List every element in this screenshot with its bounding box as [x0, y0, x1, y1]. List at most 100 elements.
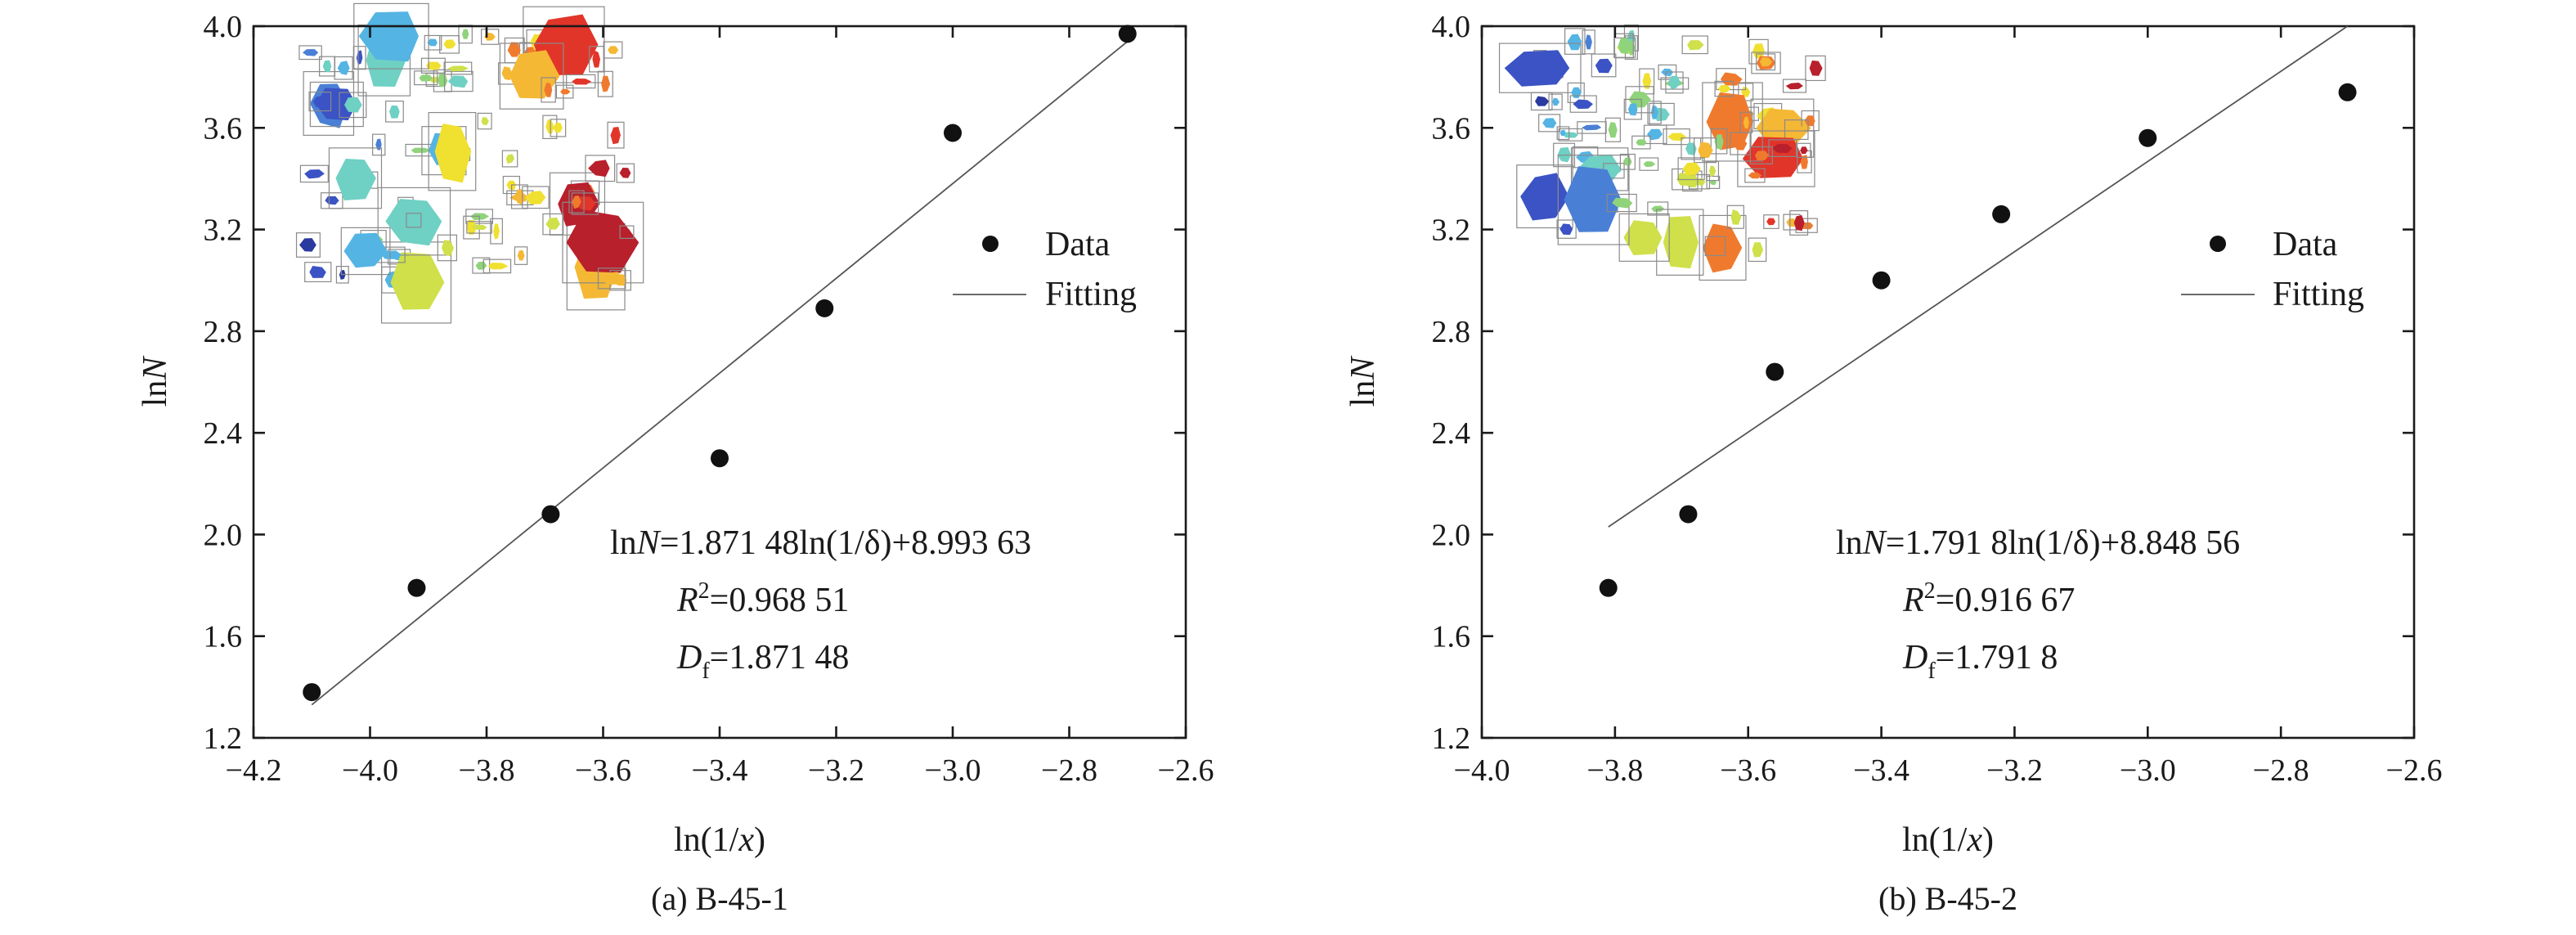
fragment [1793, 215, 1805, 232]
caption-a: (a) B-45-1 [651, 880, 788, 917]
fragment-bbox [466, 221, 492, 234]
fragment-bbox [550, 119, 567, 137]
fragment [1771, 143, 1793, 153]
data-points-a [303, 25, 1137, 702]
fragment [1618, 38, 1631, 54]
fragment-bbox [499, 43, 564, 110]
fragment [358, 11, 419, 62]
data-point [407, 578, 426, 597]
fragment [335, 159, 376, 200]
fragment [1651, 205, 1665, 213]
fragment [1667, 133, 1686, 142]
fragment-bbox [571, 192, 599, 215]
fragment [1608, 122, 1618, 138]
fragment [1800, 155, 1808, 169]
fragment-bbox [1739, 111, 1753, 133]
fragment-bbox [477, 112, 492, 130]
fragment-bbox [566, 74, 596, 89]
fragment-bbox [439, 35, 460, 54]
fragment [487, 263, 509, 270]
fragment [442, 240, 455, 257]
fragment-bbox [1548, 93, 1563, 110]
fragment [1571, 87, 1582, 99]
fragment [1709, 179, 1717, 186]
fragment [610, 127, 621, 145]
fragment [1623, 220, 1663, 255]
x-tick-label: −2.6 [2386, 753, 2443, 788]
fragment-bbox [406, 213, 422, 228]
y-tick-label: 2.4 [1432, 416, 1471, 451]
fractal-dimension-a: Df=1.871 48 [676, 639, 849, 684]
y-tick-label: 2.0 [1432, 518, 1471, 552]
fragment [608, 46, 619, 54]
fragment-bbox [1618, 213, 1670, 262]
fragment [1752, 43, 1766, 59]
fragment [381, 250, 402, 259]
axis-ticks-a [252, 25, 1187, 739]
fragment [1606, 166, 1622, 175]
fragment-bbox [1558, 128, 1583, 142]
y-tick-label: 2.8 [1432, 315, 1471, 349]
fragment-bbox [1577, 121, 1607, 134]
r-squared-a: R2=0.968 51 [676, 578, 849, 619]
fragment [1642, 73, 1652, 89]
y-tick-label: 3.2 [204, 214, 243, 248]
y-tick-label: 1.2 [204, 721, 243, 756]
fragment-bbox [1737, 130, 1815, 187]
fragment [390, 252, 445, 310]
y-axis-title-a: lnN [137, 356, 174, 407]
fragment-bbox [1677, 157, 1705, 181]
data-points-b [1599, 83, 2357, 597]
fragment-bbox [340, 227, 391, 276]
fragment [389, 105, 400, 119]
fragment [592, 50, 600, 68]
fragment [525, 191, 546, 205]
fragment-bbox [482, 258, 512, 274]
fragment [1800, 146, 1808, 155]
fragment-bbox [334, 56, 353, 80]
x-tick-label: −3.8 [459, 753, 515, 788]
fragment-bbox [481, 29, 500, 45]
chart-panel-a: −4.2 −4.0 −3.8 −3.6 −3.4 −3.2 −3.0 −2.8 −2.6 1.2 1… [137, 2, 1214, 917]
data-point [1872, 271, 1891, 290]
fragment-bbox [619, 225, 635, 240]
y-tick-label: 1.6 [204, 620, 243, 654]
fragment-bbox [1591, 53, 1617, 78]
fragment [1663, 216, 1699, 269]
fragment [1564, 166, 1622, 232]
legend-data-marker-a [982, 236, 999, 252]
fragment-bbox [1569, 95, 1597, 113]
fragment [1647, 128, 1663, 141]
fragment-bbox [1699, 214, 1747, 281]
y-tick-label: 3.6 [1432, 111, 1471, 146]
y-tick-label: 4.0 [204, 10, 243, 44]
fragment-bbox [555, 84, 574, 99]
fragment [344, 97, 362, 113]
data-point [944, 124, 962, 142]
fragment-bbox [1557, 155, 1630, 245]
fragment [1756, 108, 1811, 147]
fragment [1636, 139, 1647, 146]
fragment [1709, 165, 1717, 178]
fragment-bbox [514, 246, 528, 265]
fragment-bbox [308, 92, 332, 112]
fragment [1612, 197, 1633, 209]
fragment [1730, 209, 1742, 225]
fit-equation-a: lnN=1.871 48ln(1/δ)+8.993 63 [610, 524, 1031, 562]
fragment [1714, 133, 1724, 151]
fragment [312, 96, 327, 108]
fragment-bbox [522, 186, 550, 209]
fragment-bbox [1647, 201, 1669, 216]
fragment [1687, 40, 1704, 51]
fragment [1702, 223, 1743, 273]
fragment [356, 50, 363, 65]
axis-tick-labels-a: −4.2 −4.0 −3.8 −3.6 −3.4 −3.2 −3.0 −2.8 −2.6 1.2 1… [204, 10, 1214, 788]
x-tick-label: −3.2 [808, 753, 864, 788]
fragment [1520, 173, 1569, 221]
data-point [1766, 362, 1784, 381]
fragment-bbox [1643, 124, 1667, 145]
fragment-bbox [1604, 117, 1621, 142]
fragment [411, 147, 431, 153]
fragment [572, 79, 592, 85]
fragment [1573, 99, 1593, 110]
